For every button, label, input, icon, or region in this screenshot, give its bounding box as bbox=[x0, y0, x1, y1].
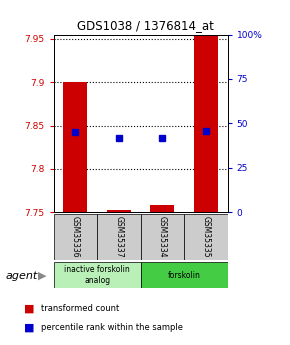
Bar bbox=[151, 205, 174, 212]
Bar bbox=[64, 82, 87, 212]
Bar bbox=[194, 34, 218, 212]
Text: GSM35335: GSM35335 bbox=[201, 216, 211, 258]
Text: agent: agent bbox=[6, 271, 38, 281]
Text: ■: ■ bbox=[24, 304, 34, 314]
Bar bbox=[97, 214, 141, 260]
Text: inactive forskolin
analog: inactive forskolin analog bbox=[64, 265, 130, 285]
Bar bbox=[107, 209, 131, 212]
Text: percentile rank within the sample: percentile rank within the sample bbox=[41, 323, 183, 332]
Text: GSM35337: GSM35337 bbox=[114, 216, 124, 258]
Text: ■: ■ bbox=[24, 323, 34, 333]
Bar bbox=[141, 214, 184, 260]
Text: GDS1038 / 1376814_at: GDS1038 / 1376814_at bbox=[77, 19, 213, 32]
Bar bbox=[54, 214, 97, 260]
Bar bbox=[54, 262, 141, 288]
Bar bbox=[184, 214, 228, 260]
Text: forskolin: forskolin bbox=[168, 270, 201, 280]
Text: GSM35334: GSM35334 bbox=[158, 216, 167, 258]
Text: GSM35336: GSM35336 bbox=[71, 216, 80, 258]
Text: ▶: ▶ bbox=[38, 271, 46, 281]
Text: transformed count: transformed count bbox=[41, 304, 119, 313]
Bar bbox=[141, 262, 228, 288]
